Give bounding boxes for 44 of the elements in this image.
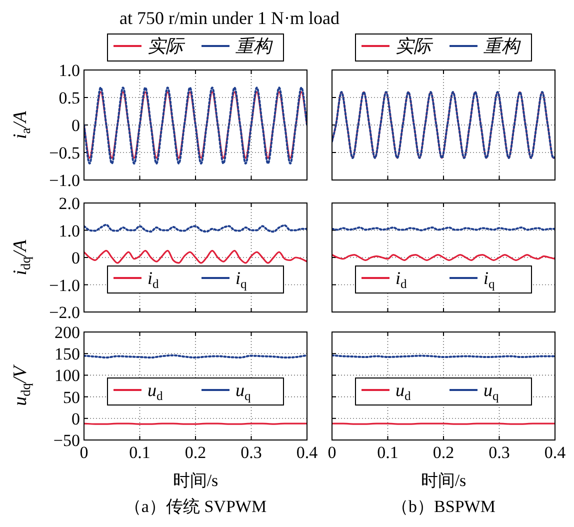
line-series xyxy=(84,250,307,264)
y-tick-label: 2.0 xyxy=(58,194,80,213)
x-tick-label: 0.1 xyxy=(129,443,150,462)
legend-label: 实际 xyxy=(148,36,186,56)
y-tick-label: 200 xyxy=(54,323,80,342)
y-tick-label: 100 xyxy=(54,366,80,386)
x-tick-label: 0.2 xyxy=(184,443,206,462)
legend-label: i$_{q}$ xyxy=(236,268,248,291)
line-series xyxy=(84,224,307,233)
x-tick-label: 0 xyxy=(328,443,336,462)
legend-label: 重构 xyxy=(236,36,274,56)
y-tick-label: −0.5 xyxy=(49,144,80,162)
legend-label: 实际 xyxy=(396,36,434,56)
x-tick-label: 0.2 xyxy=(432,443,454,462)
legend-label: i$_{d}$ xyxy=(148,268,160,291)
text: （a）传统 SVPWM xyxy=(124,497,267,516)
y-tick-label: 1.0 xyxy=(58,221,80,240)
x-tick-label: 0.3 xyxy=(488,443,510,462)
x-axis-title: 时间/s xyxy=(420,471,466,490)
legend-label: u$_{q}$ xyxy=(484,380,500,403)
y-tick-label: 0.5 xyxy=(58,88,80,108)
x-axis-title: 时间/s xyxy=(172,471,218,490)
chart-title: at 750 r/min under 1 N·m load xyxy=(120,8,340,28)
legend-label: u$_{d}$ xyxy=(148,380,164,403)
legend-label: u$_{q}$ xyxy=(236,380,252,403)
x-tick-label: 0.4 xyxy=(544,443,566,462)
y-tick-label: −1.0 xyxy=(49,171,80,190)
y-tick-label: 0 xyxy=(72,409,80,428)
y-tick-label: 50 xyxy=(63,388,80,407)
legend-label: i$_{d}$ xyxy=(396,268,408,291)
y-tick-label: 0 xyxy=(72,116,80,135)
x-tick-label: 0.3 xyxy=(240,443,262,462)
y-tick-label: −2.0 xyxy=(49,303,80,322)
legend-label: u$_{d}$ xyxy=(396,380,412,403)
y-tick-label: 1.0 xyxy=(58,61,80,80)
x-tick-label: 0.1 xyxy=(377,443,398,462)
y-tick-label: −1.0 xyxy=(49,276,80,295)
y-tick-label: −50 xyxy=(53,431,80,450)
legend-label: 重构 xyxy=(484,36,522,56)
text: （b）BSPWM xyxy=(392,497,496,516)
x-tick-label: 0.4 xyxy=(296,443,318,462)
y-tick-label: 150 xyxy=(54,344,80,364)
y-tick-label: 0 xyxy=(72,248,80,268)
legend-label: i$_{q}$ xyxy=(484,268,496,291)
